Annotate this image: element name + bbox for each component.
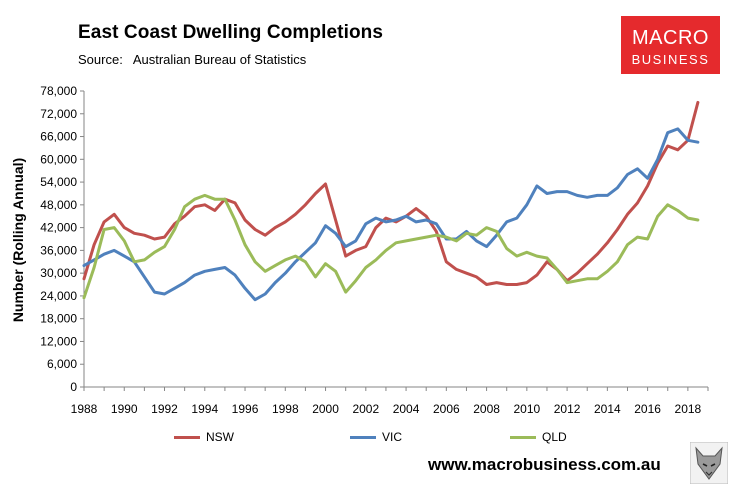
x-tick-label: 1988 <box>71 402 98 416</box>
website-url[interactable]: www.macrobusiness.com.au <box>428 455 661 474</box>
legend-item-qld: QLD <box>510 430 567 444</box>
x-tick-label: 1992 <box>151 402 178 416</box>
x-tick-label: 1990 <box>111 402 138 416</box>
y-tick-label: 60,000 <box>40 152 77 166</box>
x-tick-label: 2018 <box>675 402 702 416</box>
x-tick-label: 2008 <box>473 402 500 416</box>
logo-line-1: MACRO <box>632 27 709 49</box>
legend-label-qld: QLD <box>542 430 567 444</box>
legend-label-vic: VIC <box>382 430 403 444</box>
y-tick-label: 24,000 <box>40 289 77 303</box>
series-line-vic <box>82 127 700 302</box>
series-line-nsw <box>82 100 700 286</box>
source-value: Australian Bureau of Statistics <box>132 52 307 67</box>
wolf-mascot-icon <box>690 442 728 484</box>
y-tick-label: 72,000 <box>40 107 77 121</box>
source-label: Source: <box>78 52 123 67</box>
y-tick-label: 36,000 <box>40 243 77 257</box>
y-tick-label: 42,000 <box>40 221 77 235</box>
y-tick-label: 12,000 <box>40 334 77 348</box>
logo-line-2: BUSINESS <box>631 52 710 67</box>
y-tick-label: 78,000 <box>40 84 77 98</box>
x-tick-label: 2016 <box>634 402 661 416</box>
y-tick-label: 30,000 <box>40 266 77 280</box>
chart-title: East Coast Dwelling Completions <box>78 22 384 43</box>
x-tick-label: 2012 <box>554 402 581 416</box>
x-tick-label: 2014 <box>594 402 621 416</box>
x-tick-label: 1998 <box>272 402 299 416</box>
y-tick-label: 0 <box>70 380 77 394</box>
y-tick-label: 6,000 <box>47 357 77 371</box>
x-tick-label: 1996 <box>232 402 259 416</box>
legend-swatch-vic <box>350 436 376 440</box>
legend-item-nsw: NSW <box>174 430 234 444</box>
y-tick-label: 48,000 <box>40 198 77 212</box>
x-tick-label: 2000 <box>312 402 339 416</box>
x-tick-label: 2006 <box>433 402 460 416</box>
x-tick-label: 2004 <box>393 402 420 416</box>
legend-item-vic: VIC <box>350 430 402 444</box>
x-tick-label: 2010 <box>513 402 540 416</box>
legend-swatch-qld <box>510 436 536 440</box>
y-tick-label: 18,000 <box>40 312 77 326</box>
series-line-qld <box>82 193 700 300</box>
x-tick-label: 1994 <box>191 402 218 416</box>
legend-swatch-nsw <box>174 436 200 440</box>
legend-label-nsw: NSW <box>206 430 234 444</box>
macrobusiness-logo: MACRO BUSINESS <box>621 16 720 74</box>
y-tick-label: 54,000 <box>40 175 77 189</box>
y-tick-label: 66,000 <box>40 130 77 144</box>
x-tick-label: 2002 <box>352 402 379 416</box>
chart-source: Source: Australian Bureau of Statistics <box>78 52 306 67</box>
